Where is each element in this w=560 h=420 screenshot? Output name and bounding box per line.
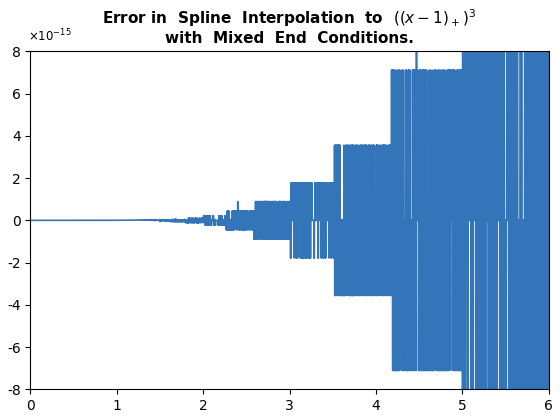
Title: Error in  Spline  Interpolation  to  $((x-1)_+)^3$
with  Mixed  End  Conditions.: Error in Spline Interpolation to $((x-1)…: [102, 7, 477, 46]
Text: $\times10^{-15}$: $\times10^{-15}$: [28, 28, 71, 45]
